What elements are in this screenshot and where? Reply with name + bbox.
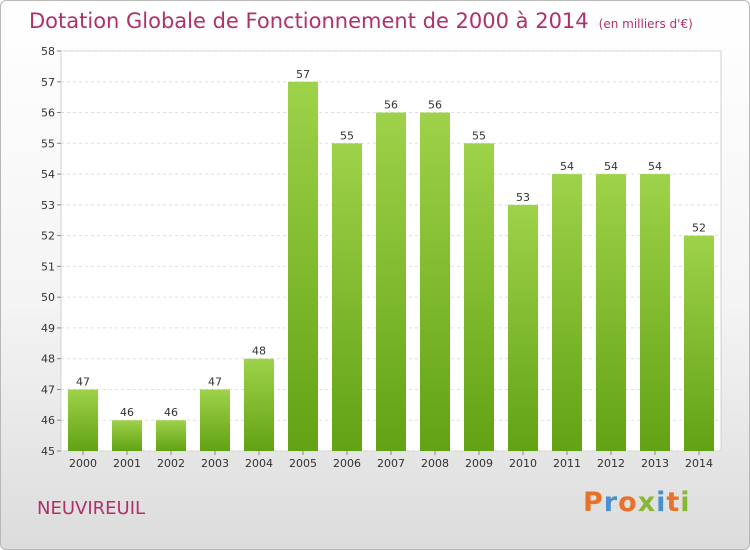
- bar-2001: [112, 420, 142, 451]
- bar-2004: [244, 358, 274, 451]
- x-tick-label-2000: 2000: [69, 457, 97, 470]
- x-tick-label-2008: 2008: [421, 457, 449, 470]
- bars: 47 46 46 47 48 57 55 56 56 55 53 54 54 54 52: [68, 68, 714, 452]
- y-tick-label: 57: [41, 76, 55, 89]
- y-tick-label: 52: [41, 230, 55, 243]
- logo-letter: o: [618, 487, 638, 518]
- logo-letter: i: [656, 487, 667, 518]
- chart-title: Dotation Globale de Fonctionnement de 20…: [29, 9, 693, 33]
- data-label-2010: 53: [516, 191, 530, 204]
- bar-2014: [684, 235, 714, 451]
- x-tick-label-2012: 2012: [597, 457, 625, 470]
- y-tick-label: 47: [41, 383, 55, 396]
- x-tick-label-2011: 2011: [553, 457, 581, 470]
- x-axis: 2000 2001 2002 2003 2004 2005 2006 2007 2008 2009…: [69, 451, 713, 470]
- y-tick-label: 48: [41, 353, 55, 366]
- x-tick-label-2002: 2002: [157, 457, 185, 470]
- logo-letter: r: [603, 487, 619, 518]
- x-tick-label-2001: 2001: [113, 457, 141, 470]
- chart-subtitle: (en milliers d'€): [598, 17, 693, 31]
- y-tick-label: 51: [41, 260, 55, 273]
- y-tick-label: 46: [41, 414, 55, 427]
- y-tick-label: 53: [41, 199, 55, 212]
- x-tick-label-2014: 2014: [685, 457, 713, 470]
- y-tick-label: 49: [41, 322, 55, 335]
- chart-title-text: Dotation Globale de Fonctionnement de 20…: [29, 9, 589, 33]
- x-tick-label-2005: 2005: [289, 457, 317, 470]
- y-tick-label: 54: [41, 168, 55, 181]
- logo-letter: t: [666, 487, 681, 518]
- logo-letter: P: [583, 487, 604, 518]
- data-label-2006: 55: [340, 129, 354, 142]
- data-label-2014: 52: [692, 222, 706, 235]
- x-tick-label-2009: 2009: [465, 457, 493, 470]
- bar-2013: [640, 174, 670, 452]
- data-label-2004: 48: [252, 345, 266, 358]
- bar-2003: [200, 389, 230, 451]
- data-label-2013: 54: [648, 160, 662, 173]
- data-label-2009: 55: [472, 129, 486, 142]
- bar-2012: [596, 174, 626, 452]
- bar-2005: [288, 81, 318, 452]
- data-label-2002: 46: [164, 406, 178, 419]
- bar-2009: [464, 143, 494, 452]
- bar-2006: [332, 143, 362, 452]
- x-tick-label-2004: 2004: [245, 457, 273, 470]
- bar-2002: [156, 420, 186, 451]
- bar-2007: [376, 112, 406, 452]
- bar-2000: [68, 389, 98, 451]
- y-tick-label: 56: [41, 107, 55, 120]
- data-label-2008: 56: [428, 99, 442, 112]
- data-label-2012: 54: [604, 160, 618, 173]
- proxiti-logo[interactable]: Proxiti: [583, 487, 691, 518]
- logo-letter: i: [680, 487, 691, 518]
- logo-letter: x: [637, 487, 657, 518]
- y-tick-label: 45: [41, 445, 55, 458]
- data-label-2007: 56: [384, 99, 398, 112]
- y-tick-label: 50: [41, 291, 55, 304]
- data-label-2011: 54: [560, 160, 574, 173]
- data-label-2003: 47: [208, 375, 222, 388]
- y-axis: 45 46 47 48 49 50 51 52 53 54 55 56 57 58: [41, 45, 61, 458]
- x-tick-label-2010: 2010: [509, 457, 537, 470]
- data-label-2000: 47: [76, 375, 90, 388]
- x-tick-label-2013: 2013: [641, 457, 669, 470]
- place-name: NEUVIREUIL: [37, 498, 146, 519]
- bar-2010: [508, 204, 538, 451]
- bar-2011: [552, 174, 582, 452]
- x-tick-label-2006: 2006: [333, 457, 361, 470]
- x-tick-label-2003: 2003: [201, 457, 229, 470]
- y-tick-label: 55: [41, 137, 55, 150]
- x-tick-label-2007: 2007: [377, 457, 405, 470]
- bar-2008: [420, 112, 450, 452]
- data-label-2005: 57: [296, 68, 310, 81]
- data-label-2001: 46: [120, 406, 134, 419]
- y-tick-label: 58: [41, 45, 55, 58]
